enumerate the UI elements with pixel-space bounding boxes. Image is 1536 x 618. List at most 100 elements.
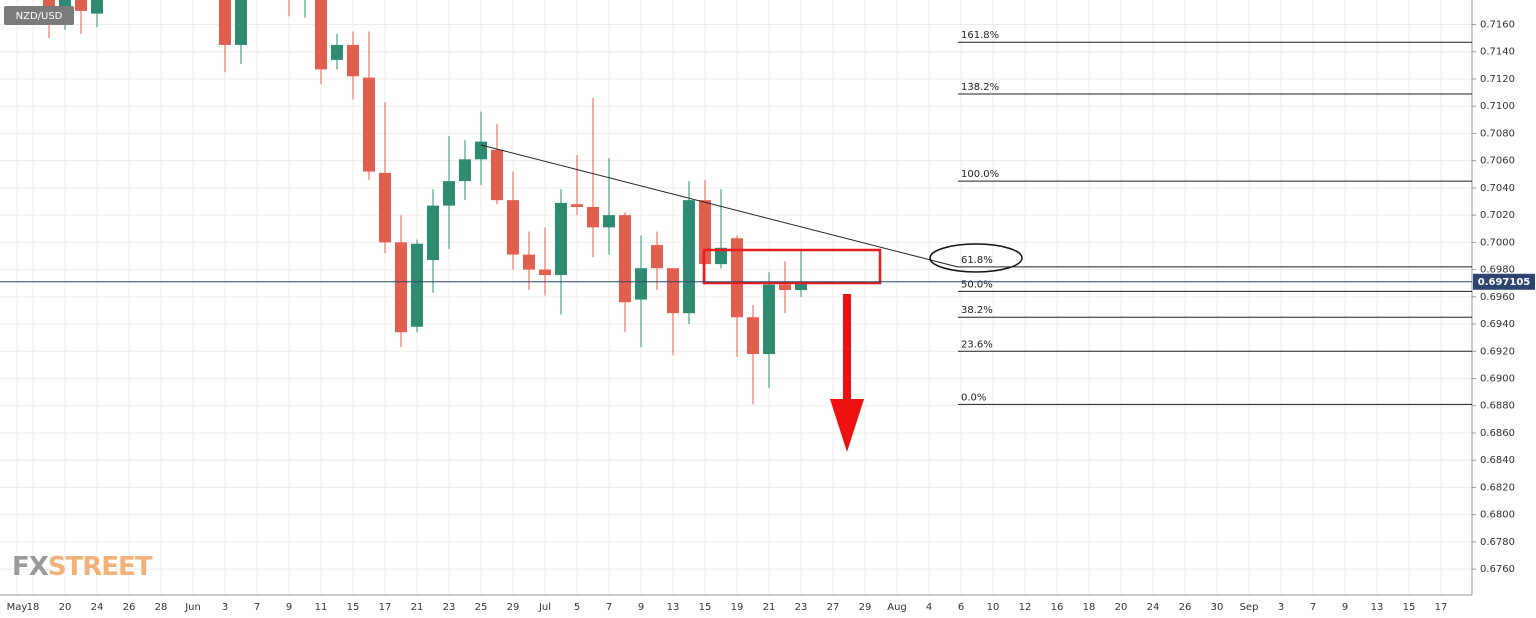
fib-label: 138.2% bbox=[961, 82, 999, 93]
x-tick-label: 20 bbox=[1115, 602, 1128, 613]
y-tick-label: 0.6980 bbox=[1480, 265, 1515, 276]
y-tick-label: 0.6920 bbox=[1480, 346, 1515, 357]
highlight-box bbox=[702, 248, 882, 285]
y-tick-label: 0.6860 bbox=[1480, 428, 1515, 439]
candle-body bbox=[475, 141, 487, 160]
y-tick-label: 0.6820 bbox=[1480, 482, 1515, 493]
x-tick-label: May bbox=[7, 602, 28, 613]
candle-body bbox=[459, 159, 471, 182]
x-tick-label: 15 bbox=[1403, 602, 1416, 613]
candle-body bbox=[699, 200, 711, 265]
x-tick-label: 9 bbox=[286, 602, 292, 613]
candle-body bbox=[731, 238, 743, 318]
candle-body bbox=[491, 149, 503, 201]
candle-body bbox=[683, 200, 695, 314]
x-tick-label: 16 bbox=[1051, 602, 1064, 613]
arrow-shaft bbox=[843, 294, 851, 400]
x-tick-label: 29 bbox=[859, 602, 872, 613]
x-tick-label: 3 bbox=[222, 602, 228, 613]
x-tick-label: Jun bbox=[184, 602, 201, 613]
candle-body bbox=[443, 181, 455, 206]
x-tick-label: 5 bbox=[574, 602, 580, 613]
x-tick-label: 15 bbox=[699, 602, 712, 613]
candle-body bbox=[523, 254, 535, 270]
candle-body bbox=[539, 269, 551, 276]
y-tick-label: 0.6960 bbox=[1480, 292, 1515, 303]
x-tick-label: 15 bbox=[347, 602, 360, 613]
candle-body bbox=[555, 202, 567, 276]
x-tick-label: 19 bbox=[731, 602, 744, 613]
x-tick-label: 23 bbox=[443, 602, 456, 613]
watermark: FXSTREET bbox=[12, 552, 153, 582]
x-tick-label: 12 bbox=[1019, 602, 1032, 613]
fib-label: 61.8% bbox=[961, 255, 993, 266]
y-tick-label: 0.7040 bbox=[1480, 183, 1515, 194]
candle-body bbox=[363, 77, 375, 172]
fib-label: 38.2% bbox=[961, 305, 993, 316]
x-tick-label: 18 bbox=[27, 602, 40, 613]
y-tick-label: 0.6900 bbox=[1480, 374, 1515, 385]
candle-body bbox=[75, 0, 87, 11]
fib-label: 161.8% bbox=[961, 30, 999, 41]
candle-body bbox=[379, 172, 391, 243]
candle-body bbox=[427, 205, 439, 261]
x-tick-label: 6 bbox=[958, 602, 964, 613]
x-tick-label: 29 bbox=[507, 602, 520, 613]
candle-body bbox=[651, 245, 663, 269]
x-tick-label: 7 bbox=[1310, 602, 1316, 613]
x-tick-label: 21 bbox=[411, 602, 424, 613]
x-tick-label: 24 bbox=[1147, 602, 1160, 613]
x-tick-label: 30 bbox=[1211, 602, 1224, 613]
arrow-head bbox=[830, 399, 864, 452]
y-tick-label: 0.7120 bbox=[1480, 74, 1515, 85]
marks bbox=[43, 0, 807, 405]
symbol-label: NZD/USD bbox=[16, 11, 63, 22]
candle-body bbox=[395, 242, 407, 333]
trend-line bbox=[480, 144, 959, 268]
x-tick-label: 10 bbox=[987, 602, 1000, 613]
x-tick-label: Jul bbox=[538, 602, 551, 613]
x-tick-label: 20 bbox=[59, 602, 72, 613]
x-tick-label: 13 bbox=[1371, 602, 1384, 613]
x-tick-label: 26 bbox=[1179, 602, 1192, 613]
x-tick-label: 9 bbox=[1342, 602, 1348, 613]
candle-body bbox=[747, 317, 759, 355]
fib-label: 0.0% bbox=[961, 392, 986, 403]
x-tick-label: 24 bbox=[91, 602, 104, 613]
candle-body bbox=[507, 200, 519, 255]
x-tick-label: 21 bbox=[763, 602, 776, 613]
candle-body bbox=[411, 243, 423, 327]
x-tick-label: 25 bbox=[475, 602, 488, 613]
candle-body bbox=[635, 268, 647, 300]
y-tick-label: 0.6880 bbox=[1480, 401, 1515, 412]
candle-body bbox=[43, 0, 55, 10]
candle-body bbox=[235, 0, 247, 45]
ellipse-annotation bbox=[929, 243, 1023, 273]
candle-body bbox=[603, 215, 615, 228]
y-tick-label: 0.7100 bbox=[1480, 101, 1515, 112]
x-tick-label: 23 bbox=[795, 602, 808, 613]
x-tick-label: 11 bbox=[315, 602, 328, 613]
fib-label: 50.0% bbox=[961, 279, 993, 290]
y-tick-label: 0.6760 bbox=[1480, 564, 1515, 575]
symbol-box bbox=[4, 6, 74, 25]
fib-label: 23.6% bbox=[961, 339, 993, 350]
y-tick-label: 0.6780 bbox=[1480, 537, 1515, 548]
x-tick-label: 17 bbox=[379, 602, 392, 613]
y-tick-label: 0.6840 bbox=[1480, 455, 1515, 466]
candle-body bbox=[715, 247, 727, 265]
y-tick-label: 0.7160 bbox=[1480, 20, 1515, 31]
watermark-street: STREET bbox=[48, 552, 153, 582]
x-tick-label: 7 bbox=[606, 602, 612, 613]
x-tick-label: 27 bbox=[827, 602, 840, 613]
x-tick-label: 7 bbox=[254, 602, 260, 613]
candle-body bbox=[331, 44, 343, 60]
watermark-fx: FX bbox=[12, 552, 49, 582]
x-tick-label: 13 bbox=[667, 602, 680, 613]
candle-body bbox=[667, 268, 679, 314]
x-tick-label: Aug bbox=[887, 602, 907, 613]
y-tick-label: 0.7020 bbox=[1480, 210, 1515, 221]
candle-body bbox=[347, 44, 359, 77]
